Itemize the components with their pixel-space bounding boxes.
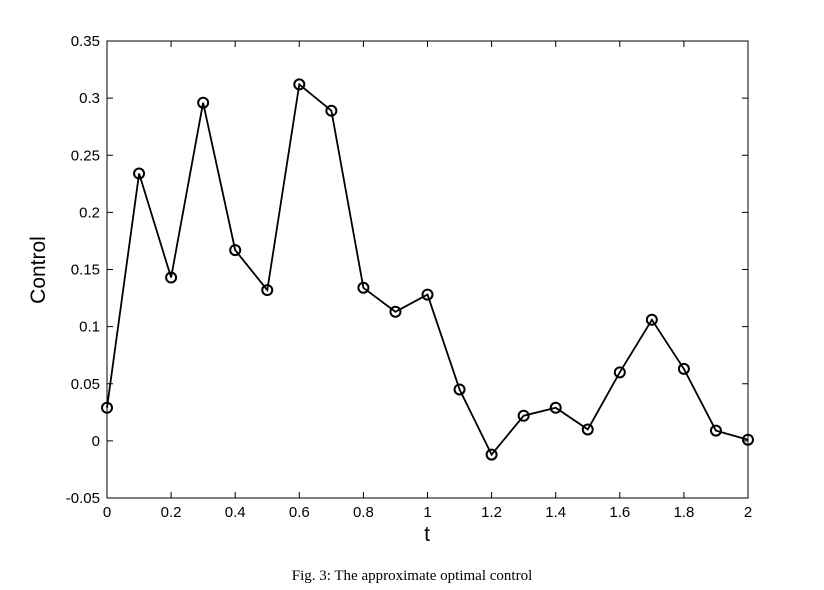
x-tick-label: 0.6 (289, 504, 310, 521)
x-tick-label: 0.2 (161, 504, 182, 521)
series-markers (101, 78, 754, 461)
data-point (357, 281, 370, 294)
x-tick-label: 1.8 (673, 504, 694, 521)
y-tick-label: 0.15 (71, 262, 100, 279)
data-point (165, 271, 178, 284)
data-point (229, 244, 242, 257)
y-tick-label: 0.1 (79, 319, 100, 336)
data-point (421, 288, 434, 301)
axis-ticks (106, 40, 749, 499)
data-point (325, 104, 338, 117)
x-tick-label: 1.4 (545, 504, 566, 521)
x-tick-label: 1.6 (609, 504, 630, 521)
y-tick-label: 0.2 (79, 204, 100, 221)
y-tick-label: -0.05 (66, 490, 100, 507)
data-point (581, 423, 594, 436)
data-point (389, 305, 402, 318)
data-point (293, 78, 306, 91)
data-point (517, 409, 530, 422)
data-point (645, 313, 658, 326)
x-tick-label: 0.8 (353, 504, 374, 521)
chart: 0 0.2 0.4 0.6 0.8 1 1.2 1.4 1.6 1.8 2 -0.0500.050.… (27, 33, 754, 546)
data-point (133, 167, 146, 180)
x-tick-labels: 0 0.2 0.4 0.6 0.8 1 1.2 1.4 1.6 1.8 2 (103, 504, 752, 521)
data-point (453, 383, 466, 396)
data-point (709, 424, 722, 437)
x-tick-label: 0 (103, 504, 111, 521)
x-tick-label: 2 (744, 504, 752, 521)
figure-caption: Fig. 3: The approximate optimal control (291, 568, 533, 584)
plot-area (106, 40, 749, 499)
x-axis-title: t (424, 523, 430, 546)
data-point (261, 284, 274, 297)
y-tick-label: 0.3 (79, 90, 100, 107)
y-tick-labels: -0.05 0 0.05 0.1 0.15 0.2 0.25 0.3 0.35 (66, 33, 100, 507)
data-point (197, 96, 210, 109)
data-point (613, 366, 626, 379)
data-point (549, 401, 562, 414)
y-tick-label: 0.25 (71, 147, 100, 164)
series-line (106, 82, 749, 457)
x-tick-label: 1 (423, 504, 431, 521)
x-tick-label: 1.2 (481, 504, 502, 521)
y-axis-title: Control (27, 236, 50, 304)
data-point (101, 401, 113, 414)
y-tick-label: 0 (92, 433, 100, 450)
y-tick-label: 0.05 (71, 376, 100, 393)
data-point (485, 448, 498, 461)
data-point (742, 433, 754, 446)
x-tick-label: 0.4 (225, 504, 246, 521)
y-tick-label: 0.35 (71, 33, 100, 50)
data-point (677, 362, 690, 375)
